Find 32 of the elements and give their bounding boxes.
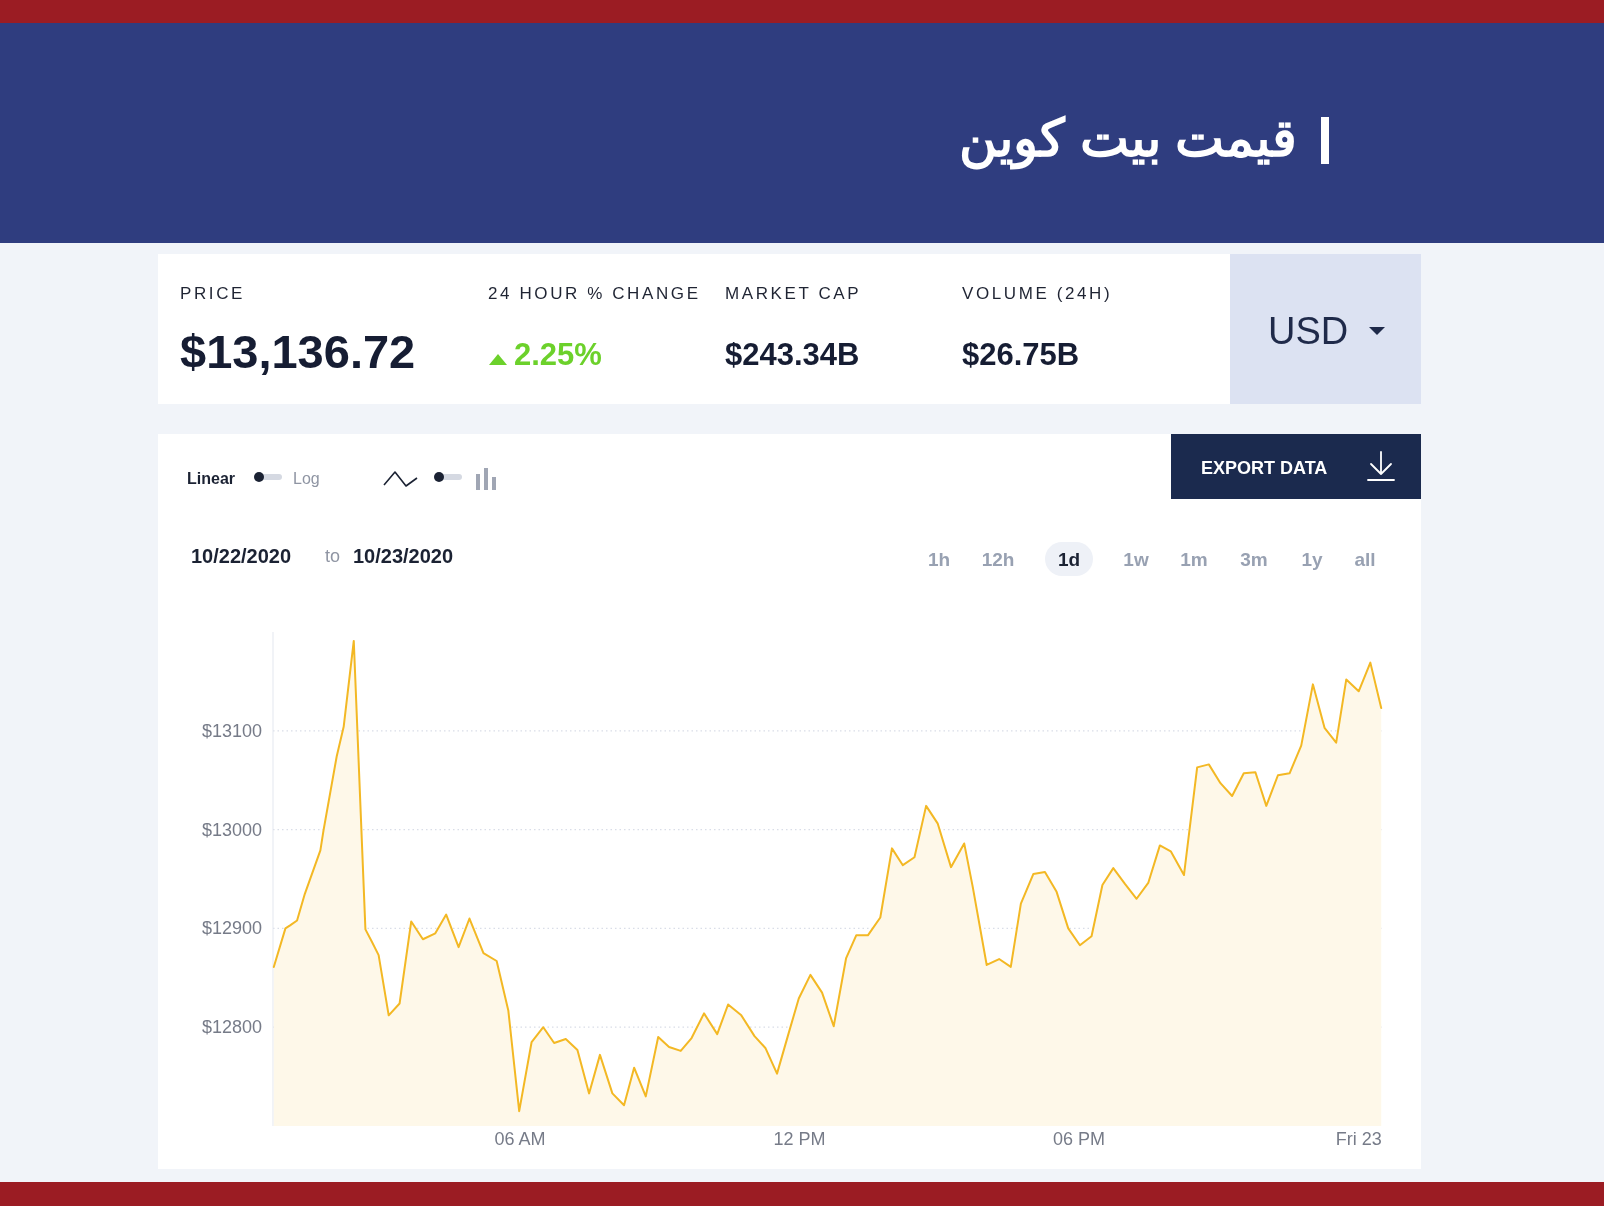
text: 10/23/2020 (353, 545, 454, 567)
text: MARKET CAP (725, 283, 862, 303)
text: USD (1268, 310, 1349, 352)
text: Linear (187, 469, 236, 487)
text: $13,136.72 (180, 324, 416, 378)
chart-title: قیمت بیت کوین (959, 109, 1297, 170)
text: $243.34B (725, 336, 860, 372)
y-tick-label: $13100 (201, 720, 262, 741)
text: 1m (1180, 548, 1208, 570)
x-tick-label: 06 AM (494, 1129, 546, 1149)
x-tick-label: 12 PM (773, 1129, 826, 1149)
text: 1y (1301, 548, 1323, 570)
y-tick-label: $12900 (201, 918, 262, 939)
text: VOLUME (24H) (962, 283, 1113, 303)
text: $26.75B (962, 336, 1080, 372)
text: 1w (1123, 548, 1149, 570)
x-tick-label: Fri 23 (1335, 1129, 1382, 1149)
text: 10/22/2020 (191, 545, 292, 567)
text: Log (293, 469, 320, 487)
text: all (1354, 548, 1376, 570)
text: 12h (981, 548, 1015, 570)
text: 3m (1240, 548, 1268, 570)
y-tick-label: $13000 (201, 819, 262, 840)
text: 1d (1057, 548, 1081, 570)
text: EXPORT DATA (1201, 458, 1328, 478)
text: 24 HOUR % CHANGE (488, 283, 701, 303)
text: PRICE (180, 283, 245, 303)
x-tick-label: 06 PM (1053, 1129, 1106, 1149)
text: 1h (927, 548, 951, 570)
text: 2.25% (514, 336, 602, 372)
text: to (325, 546, 341, 566)
y-tick-label: $12800 (201, 1017, 262, 1038)
